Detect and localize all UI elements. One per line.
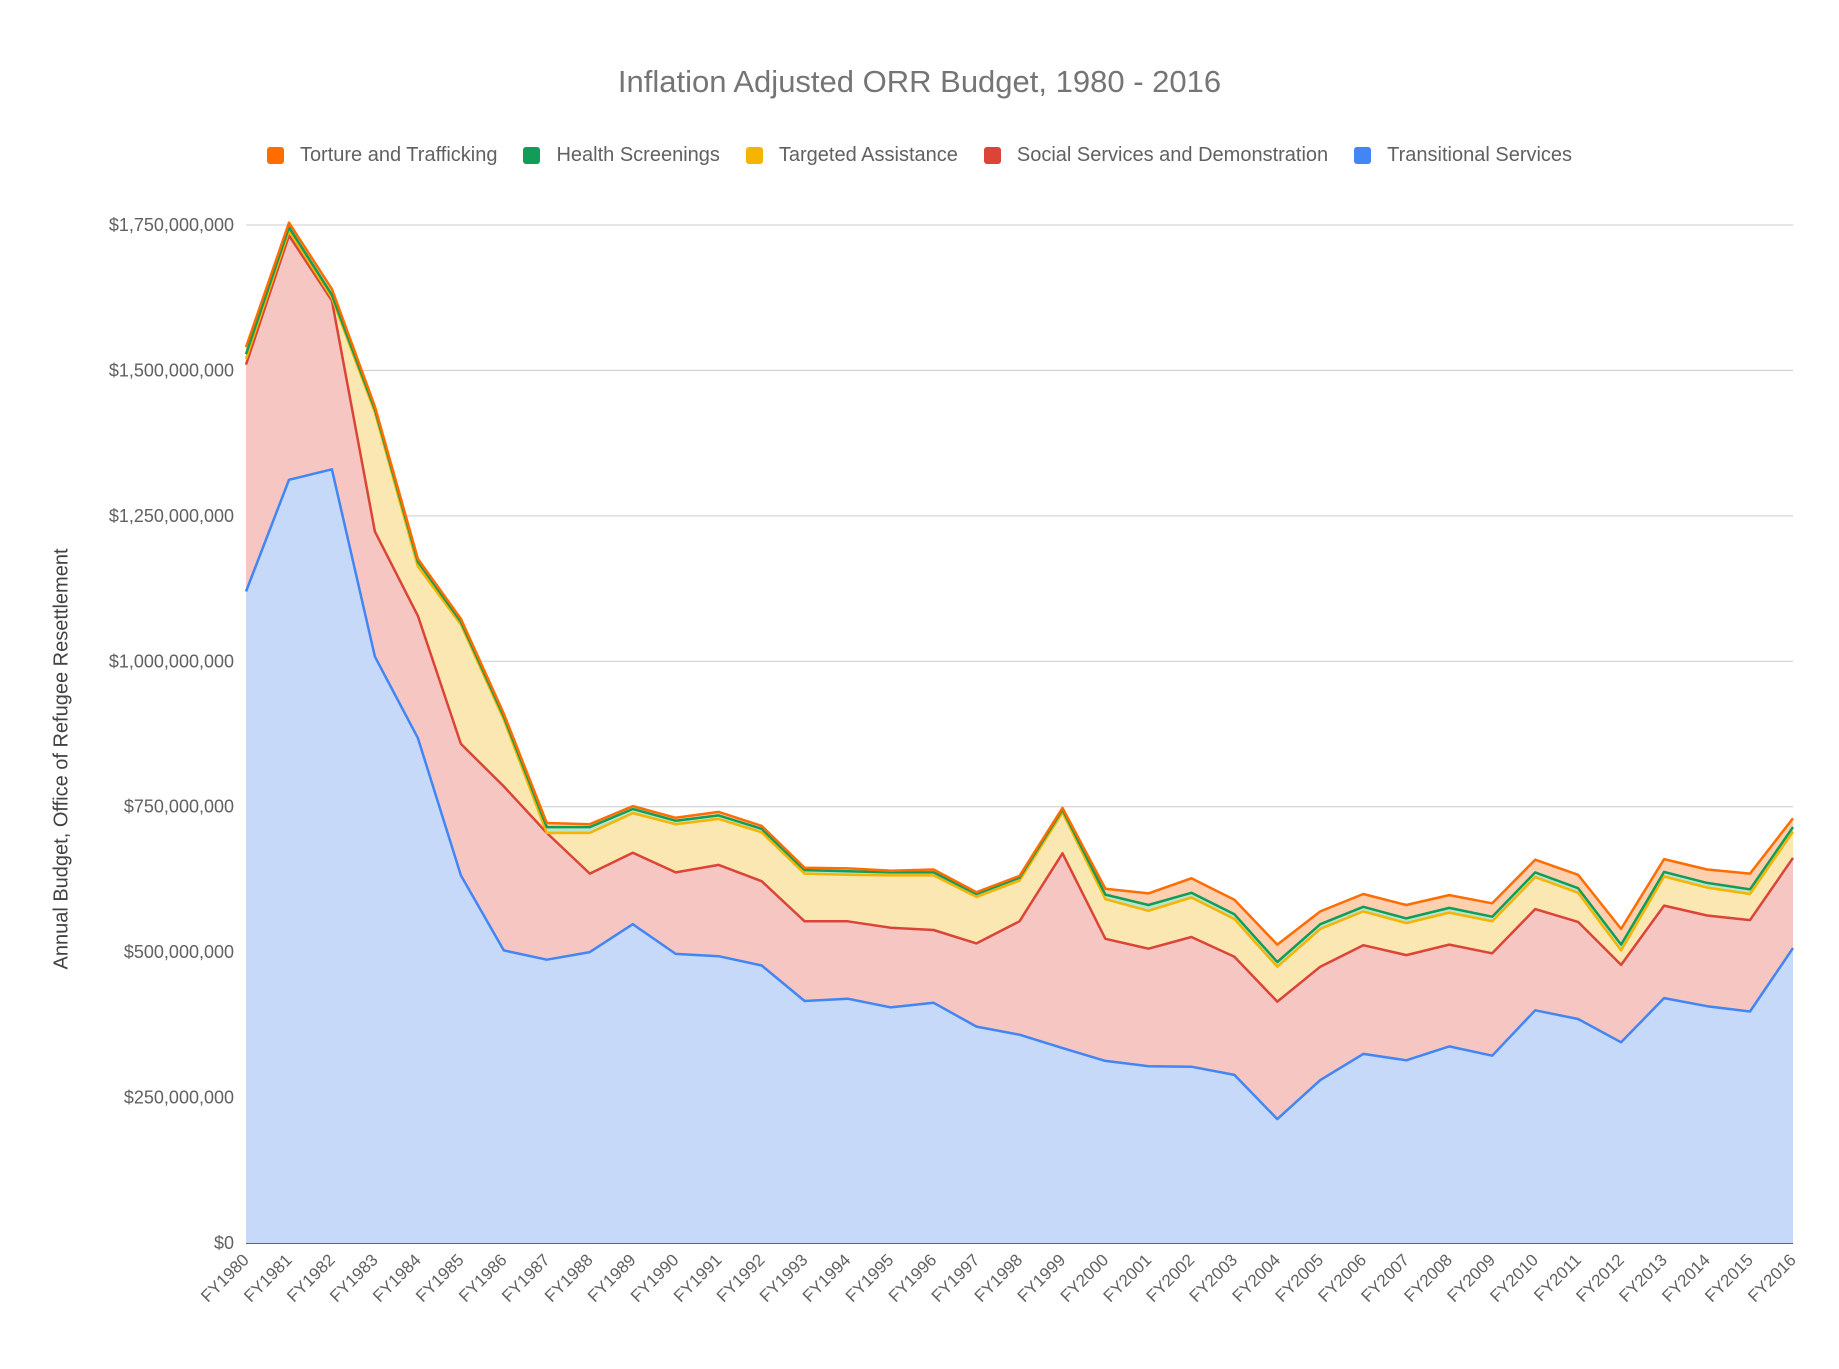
y-tick-label: $1,750,000,000	[109, 215, 234, 235]
y-tick-label: $1,000,000,000	[109, 651, 234, 671]
area-targeted-assistance	[246, 230, 1793, 1002]
y-tick-label: $1,250,000,000	[109, 506, 234, 526]
legend-label: Transitional Services	[1387, 144, 1573, 166]
legend-label: Torture and Trafficking	[299, 144, 498, 166]
area-social-services-and-demonstration	[246, 235, 1793, 1120]
y-axis-ticks: $0 $250,000,000 $500,000,000 $750,000,000 $1…	[109, 215, 234, 1253]
stacked-areas	[246, 222, 1793, 1243]
series-lines	[244, 221, 1795, 1121]
chart-title: Inflation Adjusted ORR Budget, 1980 - 20…	[617, 64, 1222, 99]
legend-item-torture-and-trafficking[interactable]: Torture and Trafficking	[266, 144, 498, 167]
y-tick-label: $0	[214, 1233, 234, 1253]
y-tick-label: $750,000,000	[124, 797, 234, 817]
legend-item-social-services[interactable]: Social Services and Demonstration	[983, 144, 1329, 167]
legend-swatch	[745, 147, 763, 164]
y-tick-label: $250,000,000	[124, 1088, 234, 1108]
x-axis-ticks: FY1980FY1981FY1982FY1983FY1984FY1985FY19…	[197, 1250, 1800, 1306]
legend-swatch	[523, 147, 541, 164]
legend-item-targeted-assistance[interactable]: Targeted Assistance	[745, 144, 958, 167]
line-social-services-and-demonstration	[244, 234, 1795, 1003]
legend-swatch	[1354, 147, 1372, 164]
y-tick-label: $500,000,000	[124, 942, 234, 962]
area-transitional-services	[246, 469, 1793, 1243]
x-tick-label: FY2010	[1486, 1250, 1542, 1306]
legend-swatch	[983, 147, 1001, 164]
y-tick-label: $1,500,000,000	[109, 360, 234, 380]
legend-label: Health Screenings	[556, 144, 720, 166]
legend[interactable]: Torture and Trafficking Health Screening…	[0, 144, 1839, 167]
legend-item-health-screenings[interactable]: Health Screenings	[523, 144, 720, 167]
legend-label: Social Services and Demonstration	[1016, 144, 1329, 166]
legend-swatch	[266, 147, 284, 164]
line-torture-and-trafficking	[244, 221, 1794, 946]
line-transitional-services	[244, 468, 1795, 1121]
legend-label: Targeted Assistance	[778, 144, 958, 166]
legend-item-transitional-services[interactable]: Transitional Services	[1354, 144, 1572, 167]
x-tick-label: FY2016	[1744, 1250, 1800, 1306]
